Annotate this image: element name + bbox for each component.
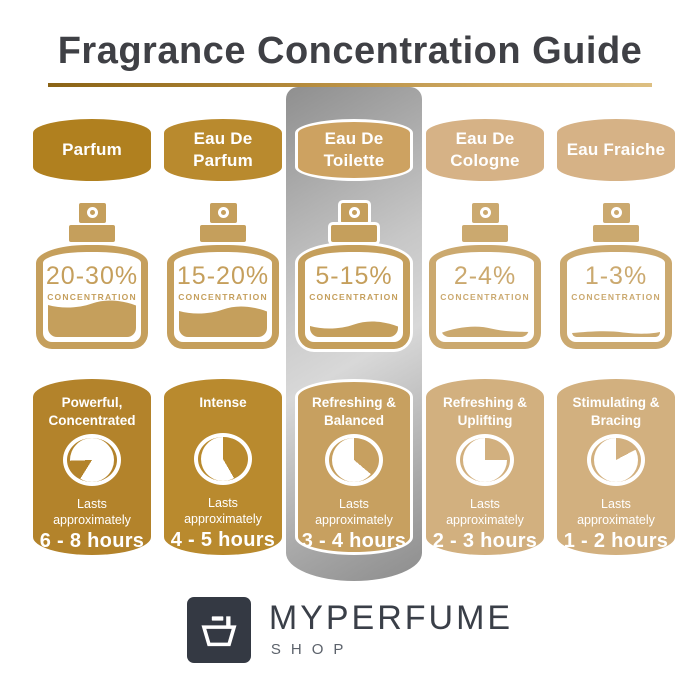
liquid-fill: [310, 319, 398, 337]
bottle-nozzle-icon: [471, 202, 499, 223]
lasts-label: Lasts approximately: [184, 496, 262, 527]
type-badge-label: Eau Fraiche: [566, 140, 666, 160]
nozzle-hole-icon: [610, 207, 622, 219]
bottle-body: 5-15% CONCENTRATION: [298, 244, 410, 349]
bottle-collar: [69, 224, 115, 242]
type-badge: Eau Fraiche: [557, 118, 675, 181]
type-badge: Eau De Toilette: [295, 118, 413, 181]
concentration-value: 20-30%: [45, 261, 139, 290]
perfume-bottle-icon: 5-15% CONCENTRATION: [298, 202, 410, 349]
lasts-label: Lasts approximately: [53, 497, 131, 528]
duration-value: 2 - 3 hours: [432, 529, 538, 552]
clock-icon: [325, 434, 383, 487]
bottle-body: 20-30% CONCENTRATION: [36, 244, 148, 349]
brand-footer: MYPERFUME SHOP: [0, 596, 700, 663]
type-badge-label: Eau De Toilette: [323, 129, 385, 170]
concentration-label: CONCENTRATION: [178, 291, 268, 302]
concentration-label: CONCENTRATION: [571, 291, 661, 302]
perfume-bottle-icon: 1-3% CONCENTRATION: [560, 202, 672, 349]
clock-icon: [63, 434, 121, 487]
duration-value: 1 - 2 hours: [563, 529, 669, 552]
perfume-bottle-icon: 15-20% CONCENTRATION: [167, 202, 279, 349]
perfume-bottle-icon: 20-30% CONCENTRATION: [36, 202, 148, 349]
brand-logo-icon: [186, 596, 251, 663]
clock-icon: [456, 434, 514, 487]
info-card: Stimulating & Bracing Lasts approximatel…: [557, 378, 675, 555]
concentration-label: CONCENTRATION: [440, 291, 530, 302]
type-badge: Eau De Parfum: [164, 118, 282, 181]
concentration-value: 1-3%: [584, 261, 648, 290]
perfume-bottle-icon: 2-4% CONCENTRATION: [429, 202, 541, 349]
brand-subtitle: SHOP: [270, 641, 354, 659]
column-parfum: Parfum 20-30% CONCENTRATION Powerful, Co…: [33, 103, 151, 555]
type-badge: Parfum: [33, 118, 151, 181]
duration-value: 6 - 8 hours: [39, 529, 145, 552]
type-badge: Eau De Cologne: [426, 118, 544, 181]
duration-value: 3 - 4 hours: [301, 529, 407, 552]
concentration-label: CONCENTRATION: [309, 291, 399, 302]
bottle-nozzle-icon: [602, 202, 630, 223]
brand-name: MYPERFUME: [268, 599, 514, 638]
liquid-fill: [441, 326, 529, 337]
bottle-nozzle-icon: [209, 202, 237, 223]
concentration-value: 2-4%: [453, 261, 517, 290]
clock-pie: [201, 437, 245, 482]
column-eau-de-parfum: Eau De Parfum 15-20% CONCENTRATION Inten…: [164, 103, 282, 555]
character-text: Powerful, Concentrated: [48, 394, 136, 428]
clock-pie: [332, 438, 376, 483]
clock-icon: [194, 433, 252, 486]
bottle-nozzle-icon: [340, 202, 368, 223]
lasts-label: Lasts approximately: [446, 497, 524, 528]
info-card: Refreshing & Balanced Lasts approximatel…: [295, 378, 413, 555]
column-eau-de-cologne: Eau De Cologne 2-4% CONCENTRATION Refres…: [426, 103, 544, 555]
info-card: Intense Lasts approximately 4 - 5 hours: [164, 378, 282, 555]
concentration-value: 5-15%: [315, 261, 393, 290]
bottle-body: 2-4% CONCENTRATION: [429, 244, 541, 349]
column-eau-fraiche: Eau Fraiche 1-3% CONCENTRATION Stimulati…: [557, 103, 675, 555]
nozzle-hole-icon: [348, 207, 360, 219]
clock-pie: [463, 438, 507, 483]
bottle-collar: [462, 224, 508, 242]
title-underline: [48, 82, 652, 87]
liquid-fill: [48, 298, 136, 337]
type-badge-label: Eau De Cologne: [450, 129, 520, 170]
info-card: Refreshing & Uplifting Lasts approximate…: [426, 378, 544, 555]
clock-pie: [594, 438, 638, 483]
liquid-fill: [179, 304, 267, 337]
character-text: Refreshing & Balanced: [311, 394, 396, 428]
bottle-body: 15-20% CONCENTRATION: [167, 244, 279, 349]
nozzle-hole-icon: [86, 207, 98, 219]
page-title: Fragrance Concentration Guide: [57, 30, 643, 72]
bottle-collar: [331, 224, 377, 242]
info-card: Powerful, Concentrated Lasts approximate…: [33, 378, 151, 555]
bottle-nozzle-icon: [78, 202, 106, 223]
character-text: Intense: [199, 394, 247, 410]
type-badge-label: Eau De Parfum: [193, 129, 253, 170]
fragrance-columns: Parfum 20-30% CONCENTRATION Powerful, Co…: [0, 86, 700, 581]
nozzle-hole-icon: [217, 207, 229, 219]
bottle-collar: [593, 224, 639, 242]
clock-icon: [587, 434, 645, 487]
column-eau-de-toilette: Eau De Toilette 5-15% CONCENTRATION Refr…: [286, 86, 422, 581]
perfume-bottle-logo-glyph: [201, 616, 237, 646]
clock-pie: [70, 438, 114, 483]
concentration-label: CONCENTRATION: [47, 291, 137, 302]
bottle-collar: [200, 224, 246, 242]
brand-text: MYPERFUME SHOP: [269, 601, 513, 658]
type-badge-label: Parfum: [62, 140, 122, 160]
liquid-fill: [572, 330, 660, 337]
lasts-label: Lasts approximately: [577, 497, 655, 528]
bottle-body: 1-3% CONCENTRATION: [560, 244, 672, 349]
character-text: Refreshing & Uplifting: [442, 394, 527, 428]
nozzle-hole-icon: [479, 207, 491, 219]
concentration-value: 15-20%: [176, 261, 270, 290]
character-text: Stimulating & Bracing: [572, 394, 660, 428]
lasts-label: Lasts approximately: [315, 497, 393, 528]
duration-value: 4 - 5 hours: [170, 528, 276, 551]
